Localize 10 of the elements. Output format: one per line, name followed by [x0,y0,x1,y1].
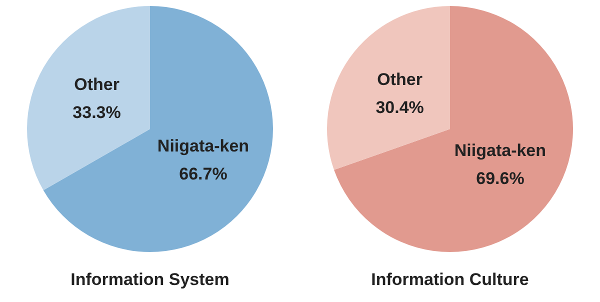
slice-label: Niigata-ken [454,141,546,160]
data-label: 30.4% [376,98,424,118]
slice-label: Other [74,74,120,94]
data-label: 66.7% [179,164,228,184]
slice-label: Other [377,70,423,90]
text: Information Culture [371,270,529,290]
text: Information System [70,270,230,290]
data-label: 69.6% [476,169,524,188]
slice-label: Niigata-ken [157,136,250,156]
data-label: 33.3% [72,102,121,122]
